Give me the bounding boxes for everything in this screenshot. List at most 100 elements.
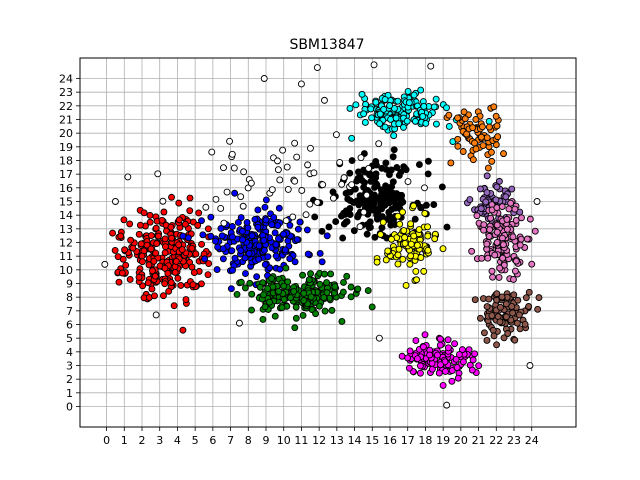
data-point-cluster-2 — [260, 291, 267, 299]
data-point-cluster-2 — [328, 306, 336, 314]
x-tick-label: 13 — [330, 434, 344, 447]
chart-title: SBM13847 — [289, 37, 364, 53]
data-point-cluster-0 — [152, 224, 160, 232]
data-point-cluster-1 — [217, 224, 225, 232]
data-point-cluster-0 — [162, 243, 169, 251]
data-point-cluster-4 — [404, 87, 412, 95]
x-tick-label: 6 — [209, 434, 216, 447]
data-point-cluster-10 — [444, 336, 452, 344]
x-tick-label: 16 — [383, 434, 397, 447]
y-tick-label: 15 — [59, 196, 73, 209]
data-point-cluster-0 — [165, 287, 173, 295]
data-point-cluster-2 — [340, 278, 347, 286]
data-point-cluster-3 — [351, 185, 359, 193]
data-point-cluster-6 — [454, 142, 462, 150]
data-point-cluster-1 — [239, 236, 247, 244]
data-point-cluster-10 — [436, 335, 444, 343]
data-point-cluster-1 — [276, 265, 284, 273]
data-point-cluster-4 — [410, 91, 418, 99]
data-point-cluster-6 — [459, 148, 467, 155]
y-tick-label: 2 — [66, 373, 73, 386]
data-point-cluster-3 — [390, 146, 398, 154]
data-point-cluster-2 — [264, 285, 272, 293]
data-point-cluster-11 — [208, 148, 216, 156]
data-point-cluster-4 — [368, 114, 376, 122]
data-point-cluster-11 — [298, 187, 306, 194]
y-tick-label: 22 — [59, 100, 73, 113]
y-tick-label: 1 — [66, 387, 73, 400]
data-point-cluster-4 — [348, 134, 356, 142]
data-point-cluster-1 — [274, 222, 282, 230]
y-tick-label: 17 — [59, 168, 73, 181]
data-point-cluster-1 — [316, 249, 324, 257]
data-point-cluster-7 — [476, 185, 484, 193]
x-tick-label: 24 — [525, 434, 539, 447]
data-point-cluster-2 — [299, 311, 307, 319]
data-point-cluster-11 — [363, 191, 371, 199]
data-point-cluster-9 — [534, 305, 542, 313]
data-point-outlier — [124, 173, 132, 181]
data-point-cluster-9 — [515, 311, 523, 319]
data-point-cluster-5 — [384, 247, 392, 255]
x-tick-label: 7 — [227, 434, 234, 447]
data-point-cluster-0 — [147, 232, 155, 239]
data-point-cluster-9 — [510, 291, 518, 299]
data-point-cluster-9 — [498, 293, 506, 301]
data-point-cluster-2 — [299, 271, 307, 279]
data-point-cluster-6 — [454, 114, 462, 122]
data-point-cluster-6 — [477, 133, 485, 141]
data-point-cluster-10 — [471, 350, 479, 358]
y-tick-label: 3 — [66, 360, 73, 373]
data-point-cluster-3 — [350, 227, 358, 235]
data-point-cluster-9 — [513, 319, 521, 327]
data-point-cluster-2 — [233, 290, 241, 298]
data-point-cluster-11 — [228, 150, 236, 158]
data-point-cluster-9 — [525, 303, 533, 310]
data-point-cluster-8 — [498, 203, 506, 211]
data-point-cluster-0 — [135, 230, 143, 238]
data-point-cluster-7 — [492, 196, 500, 204]
data-point-cluster-2 — [300, 297, 308, 304]
data-point-cluster-4 — [445, 122, 453, 130]
x-tick-label: 21 — [472, 434, 486, 447]
data-point-cluster-8 — [516, 241, 524, 249]
data-point-cluster-3 — [371, 233, 379, 241]
data-point-cluster-8 — [509, 233, 517, 241]
data-point-cluster-3 — [393, 164, 401, 171]
data-point-cluster-5 — [415, 226, 423, 234]
data-point-cluster-11 — [274, 157, 281, 165]
data-point-cluster-8 — [485, 232, 493, 240]
data-point-cluster-0 — [148, 267, 156, 275]
data-point-cluster-10 — [421, 331, 429, 339]
data-point-cluster-2 — [237, 278, 245, 286]
data-point-cluster-1 — [241, 254, 249, 262]
data-point-cluster-5 — [406, 260, 414, 268]
data-point-cluster-11 — [239, 202, 247, 210]
data-point-cluster-0 — [177, 281, 185, 289]
data-point-cluster-0 — [186, 207, 194, 215]
data-point-cluster-10 — [426, 351, 434, 359]
data-point-cluster-10 — [416, 369, 424, 377]
data-point-cluster-3 — [400, 163, 408, 171]
data-point-cluster-2 — [331, 283, 339, 291]
data-point-cluster-6 — [472, 145, 480, 153]
data-point-cluster-8 — [518, 214, 525, 222]
data-point-cluster-0 — [151, 292, 158, 300]
y-tick-label: 12 — [59, 237, 73, 250]
data-point-cluster-10 — [458, 346, 466, 354]
data-point-cluster-8 — [507, 199, 515, 207]
data-point-cluster-3 — [438, 183, 446, 191]
y-tick-label: 21 — [59, 114, 73, 127]
data-point-cluster-3 — [388, 183, 396, 191]
data-point-cluster-1 — [218, 232, 226, 240]
data-point-cluster-6 — [485, 123, 493, 131]
data-point-cluster-1 — [293, 236, 301, 243]
data-point-cluster-1 — [254, 223, 262, 231]
data-point-cluster-3 — [378, 213, 386, 220]
x-tick-label: 11 — [294, 434, 308, 447]
data-point-cluster-11 — [319, 181, 327, 189]
data-point-cluster-11 — [217, 205, 225, 212]
data-point-cluster-2 — [246, 279, 254, 287]
data-point-cluster-11 — [283, 163, 291, 171]
data-point-cluster-4 — [390, 132, 398, 140]
